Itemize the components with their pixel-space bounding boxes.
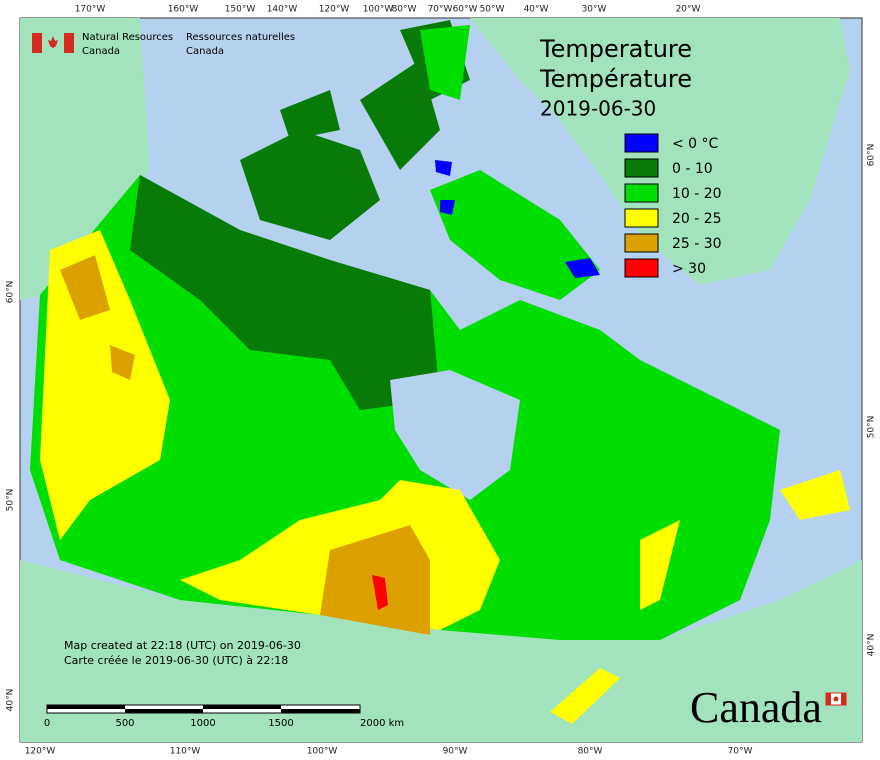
flag-bar xyxy=(64,33,74,53)
legend-swatch xyxy=(624,158,659,178)
lon-label: 80°W xyxy=(578,747,603,757)
lat-label: 40°N xyxy=(6,689,16,712)
header: Natural Resources Canada Ressources natu… xyxy=(32,32,692,121)
lat-label: 40°N xyxy=(867,634,877,657)
lat-label: 60°N xyxy=(6,281,16,304)
wordmark-leaf xyxy=(833,696,839,702)
land xyxy=(20,18,862,742)
legend-label: 20 - 25 xyxy=(672,211,722,227)
legend-label: > 30 xyxy=(672,261,706,277)
graticule-labels: 170°W 160°W 150°W 140°W 120°W 100°W80°W 70°W 60… xyxy=(6,5,877,757)
credit: Map created at 22:18 (UTC) on 2019-06-30 xyxy=(64,639,301,652)
usa xyxy=(20,560,862,742)
scale-bar: 0 500 1000 1500 2000 km xyxy=(44,704,404,729)
legend-label: 25 - 30 xyxy=(672,236,722,252)
wordmark-text: Canada xyxy=(690,683,822,732)
scale-label: 500 xyxy=(115,718,134,729)
baffin xyxy=(420,25,600,300)
scale-label: 1000 xyxy=(190,718,215,729)
flag-bar xyxy=(32,33,42,53)
legend: < 0 °C 0 - 10 10 - 20 20 - 25 25 - 30 > 30 xyxy=(624,133,722,278)
title: Température xyxy=(539,65,692,93)
agency-fr: Canada xyxy=(186,46,224,57)
lon-label: 70°W xyxy=(428,5,453,15)
agency-fr: Ressources naturelles xyxy=(186,32,295,43)
prairie-hottest xyxy=(372,575,388,610)
legend-label: 0 - 10 xyxy=(672,161,713,177)
scale-label: 2000 km xyxy=(360,718,404,729)
legend-label: < 0 °C xyxy=(672,136,719,152)
agency-en: Canada xyxy=(82,46,120,57)
legend-swatch xyxy=(624,233,659,253)
lon-label: 170°W xyxy=(75,5,106,15)
legend-swatch xyxy=(624,208,659,228)
scale-segment xyxy=(203,705,281,709)
lon-label: 160°W xyxy=(168,5,199,15)
scale-segment xyxy=(281,709,360,713)
title: Temperature xyxy=(539,35,692,63)
credit: Carte créée le 2019-06-30 (UTC) à 22:18 xyxy=(64,654,288,667)
agency-en: Natural Resources xyxy=(82,32,173,43)
lon-label: 120°W xyxy=(25,747,56,757)
lat-label: 50°N xyxy=(867,416,877,439)
scale-label: 0 xyxy=(44,718,50,729)
flag-leaf xyxy=(48,36,58,48)
lat-label: 60°N xyxy=(867,144,877,167)
lon-label: 120°W xyxy=(319,5,350,15)
lon-label: 50°W xyxy=(480,5,505,15)
east-warm xyxy=(550,470,850,724)
scale-segment xyxy=(125,709,203,713)
lon-label: 150°W xyxy=(225,5,256,15)
cold-spots xyxy=(435,160,600,278)
north-zone xyxy=(130,175,440,410)
wordmark: Canada xyxy=(690,683,847,732)
hudson-bay xyxy=(390,370,520,500)
wordmark-flag-bar xyxy=(826,693,831,705)
alaska xyxy=(20,18,150,300)
scale-segment xyxy=(47,705,125,709)
legend-swatch xyxy=(624,258,659,278)
greenland xyxy=(470,18,850,285)
lon-label: 100°W xyxy=(363,5,394,15)
legend-swatch xyxy=(624,183,659,203)
scale-label: 1500 xyxy=(268,718,293,729)
lon-label: 100°W xyxy=(307,747,338,757)
lon-label: 110°W xyxy=(170,747,201,757)
lon-label: 70°W xyxy=(728,747,753,757)
lon-label: 140°W xyxy=(267,5,298,15)
wordmark-flag-bar xyxy=(841,693,846,705)
lon-label: 90°W xyxy=(443,747,468,757)
lon-label: 20°W xyxy=(676,5,701,15)
bc-hot xyxy=(60,255,135,380)
arctic-islands xyxy=(240,20,470,240)
lon-label: 80°W xyxy=(392,5,417,15)
lon-label: 60°W xyxy=(453,5,478,15)
lat-label: 50°N xyxy=(6,489,16,512)
legend-label: 10 - 20 xyxy=(672,186,722,202)
lon-label: 40°W xyxy=(524,5,549,15)
date: 2019-06-30 xyxy=(540,97,656,121)
bc-warm xyxy=(40,230,170,540)
legend-swatch xyxy=(624,133,659,153)
lon-label: 30°W xyxy=(582,5,607,15)
